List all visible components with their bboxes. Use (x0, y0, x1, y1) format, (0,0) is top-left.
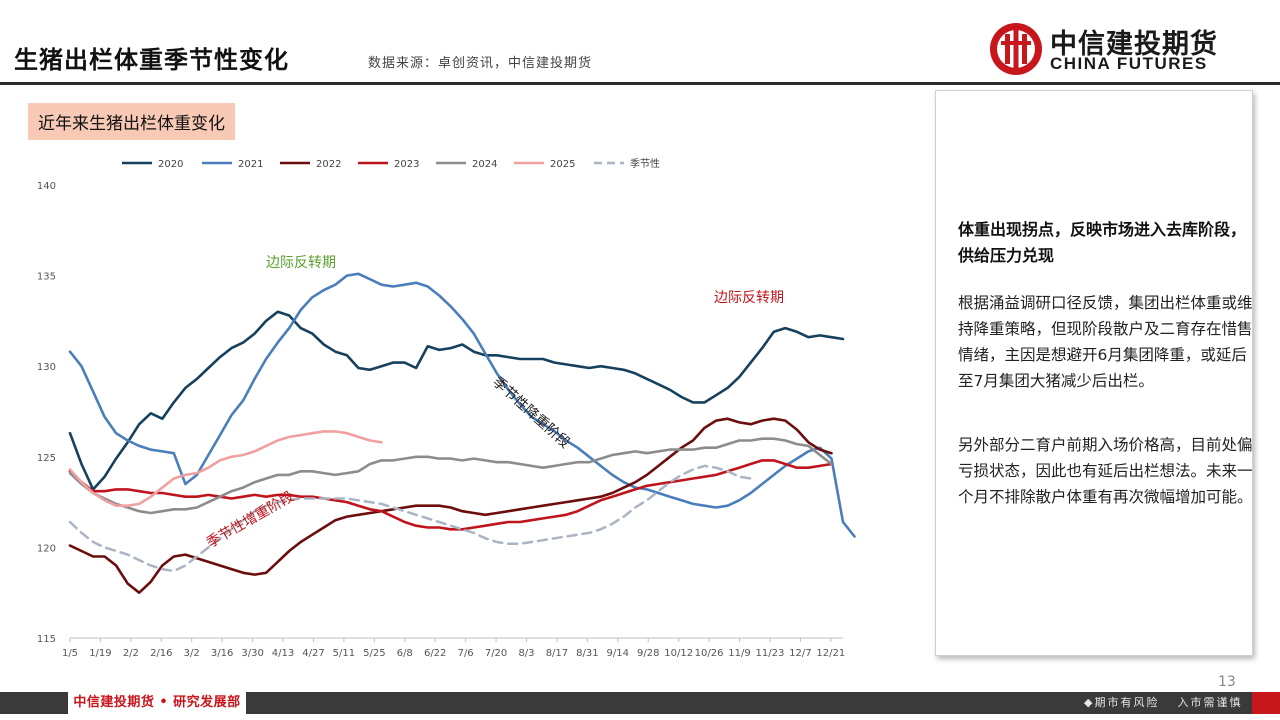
x-tick-label: 7/6 (458, 648, 474, 659)
x-tick-label: 10/12 (664, 648, 693, 659)
footer-risk-warning: ◆期市有风险 入市需谨慎 (1084, 692, 1242, 714)
annotation-label: 边际反转期 (266, 255, 336, 271)
weight-line-chart: 115 120 125 130 135 140 1/5 1/19 2/2 2/16 3/2 3/16 3… (37, 157, 856, 659)
footer-accent (1252, 692, 1280, 714)
chart-subtitle: 近年来生猪出栏体重变化 (28, 103, 235, 140)
legend-entry: 2025 (550, 159, 575, 170)
legend-entry: 2020 (158, 159, 183, 170)
legend-entry: 2021 (238, 159, 263, 170)
commentary-panel: 体重出现拐点，反映市场进入去库阶段，供给压力兑现 根据涌益调研口径反馈，集团出栏… (935, 90, 1253, 656)
x-tick-label: 8/17 (546, 648, 568, 659)
x-tick-label: 4/27 (302, 648, 324, 659)
series-line-2023 (68, 459, 833, 531)
panel-paragraph-1: 根据涌益调研口径反馈，集团出栏体重或维持降重策略，但现阶段散户及二育存在惜售情绪… (958, 294, 1253, 390)
page-number: 13 (1218, 674, 1236, 690)
annotation-label: 边际反转期 (714, 290, 784, 306)
legend-entry: 2024 (472, 159, 497, 170)
footer-department: 中信建投期货 • 研究发展部 (68, 692, 246, 714)
panel-paragraph-2: 另外部分二育户前期入场价格高，目前处偏亏损状态，因此也有延后出栏想法。未来一个月… (958, 436, 1253, 506)
x-tick-label: 12/21 (816, 648, 845, 659)
title-divider (0, 82, 1280, 85)
series-line-2020 (68, 310, 845, 491)
series-line-2025 (68, 430, 383, 508)
footer-bar (0, 692, 1280, 714)
x-tick-label: 4/13 (272, 648, 294, 659)
y-tick-label: 125 (37, 453, 56, 464)
risk-warning-2-text: 入市需谨慎 (1177, 696, 1243, 709)
page-title: 生猪出栏体重季节性变化 (14, 46, 289, 74)
risk-warning-1: ◆ (1084, 696, 1095, 709)
company-logo: 中信建投期货 CHINA FUTURES (988, 20, 1228, 78)
logo-emblem-icon (990, 23, 1042, 75)
x-tick-label: 11/9 (728, 648, 750, 659)
logo-en-text: CHINA FUTURES (1050, 54, 1208, 73)
x-tick-label: 5/11 (333, 648, 355, 659)
x-tick-label: 2/2 (123, 648, 139, 659)
x-tick-label: 5/25 (363, 648, 385, 659)
series-line-2022 (68, 417, 833, 595)
legend-entry: 2022 (316, 159, 341, 170)
y-tick-label: 130 (37, 362, 56, 373)
data-source-note: 数据来源：卓创资讯，中信建投期货 (368, 56, 593, 71)
x-tick-label: 8/3 (518, 648, 534, 659)
x-tick-label: 9/28 (637, 648, 659, 659)
y-tick-label: 135 (37, 272, 56, 283)
y-tick-label: 120 (37, 543, 56, 554)
x-tick-label: 12/7 (789, 648, 811, 659)
y-tick-label: 140 (37, 181, 56, 192)
y-tick-label: 115 (37, 634, 56, 645)
x-tick-label: 1/5 (62, 648, 78, 659)
x-tick-label: 8/31 (576, 648, 598, 659)
series-line-季节性 (68, 464, 752, 573)
annotation-label: 季节性降重阶段 (489, 374, 573, 451)
x-tick-label: 6/22 (424, 648, 446, 659)
legend-entry: 季节性 (630, 157, 660, 170)
x-tick-label: 3/30 (241, 648, 263, 659)
panel-headline: 体重出现拐点，反映市场进入去库阶段，供给压力兑现 (958, 220, 1247, 265)
risk-warning-1-text: 期市有风险 (1094, 696, 1160, 709)
x-tick-label: 2/16 (150, 648, 172, 659)
series-line-2021 (68, 272, 856, 538)
x-tick-label: 7/20 (485, 648, 507, 659)
series-line-2024 (68, 437, 833, 515)
x-tick-label: 6/8 (397, 648, 413, 659)
x-tick-label: 9/14 (607, 648, 629, 659)
legend-entry: 2023 (394, 159, 419, 170)
x-tick-label: 1/19 (89, 648, 111, 659)
x-tick-label: 11/23 (756, 648, 785, 659)
logo-cn-text: 中信建投期货 (1050, 29, 1218, 60)
x-tick-label: 10/26 (695, 648, 724, 659)
x-tick-label: 3/2 (184, 648, 200, 659)
x-tick-label: 3/16 (211, 648, 233, 659)
